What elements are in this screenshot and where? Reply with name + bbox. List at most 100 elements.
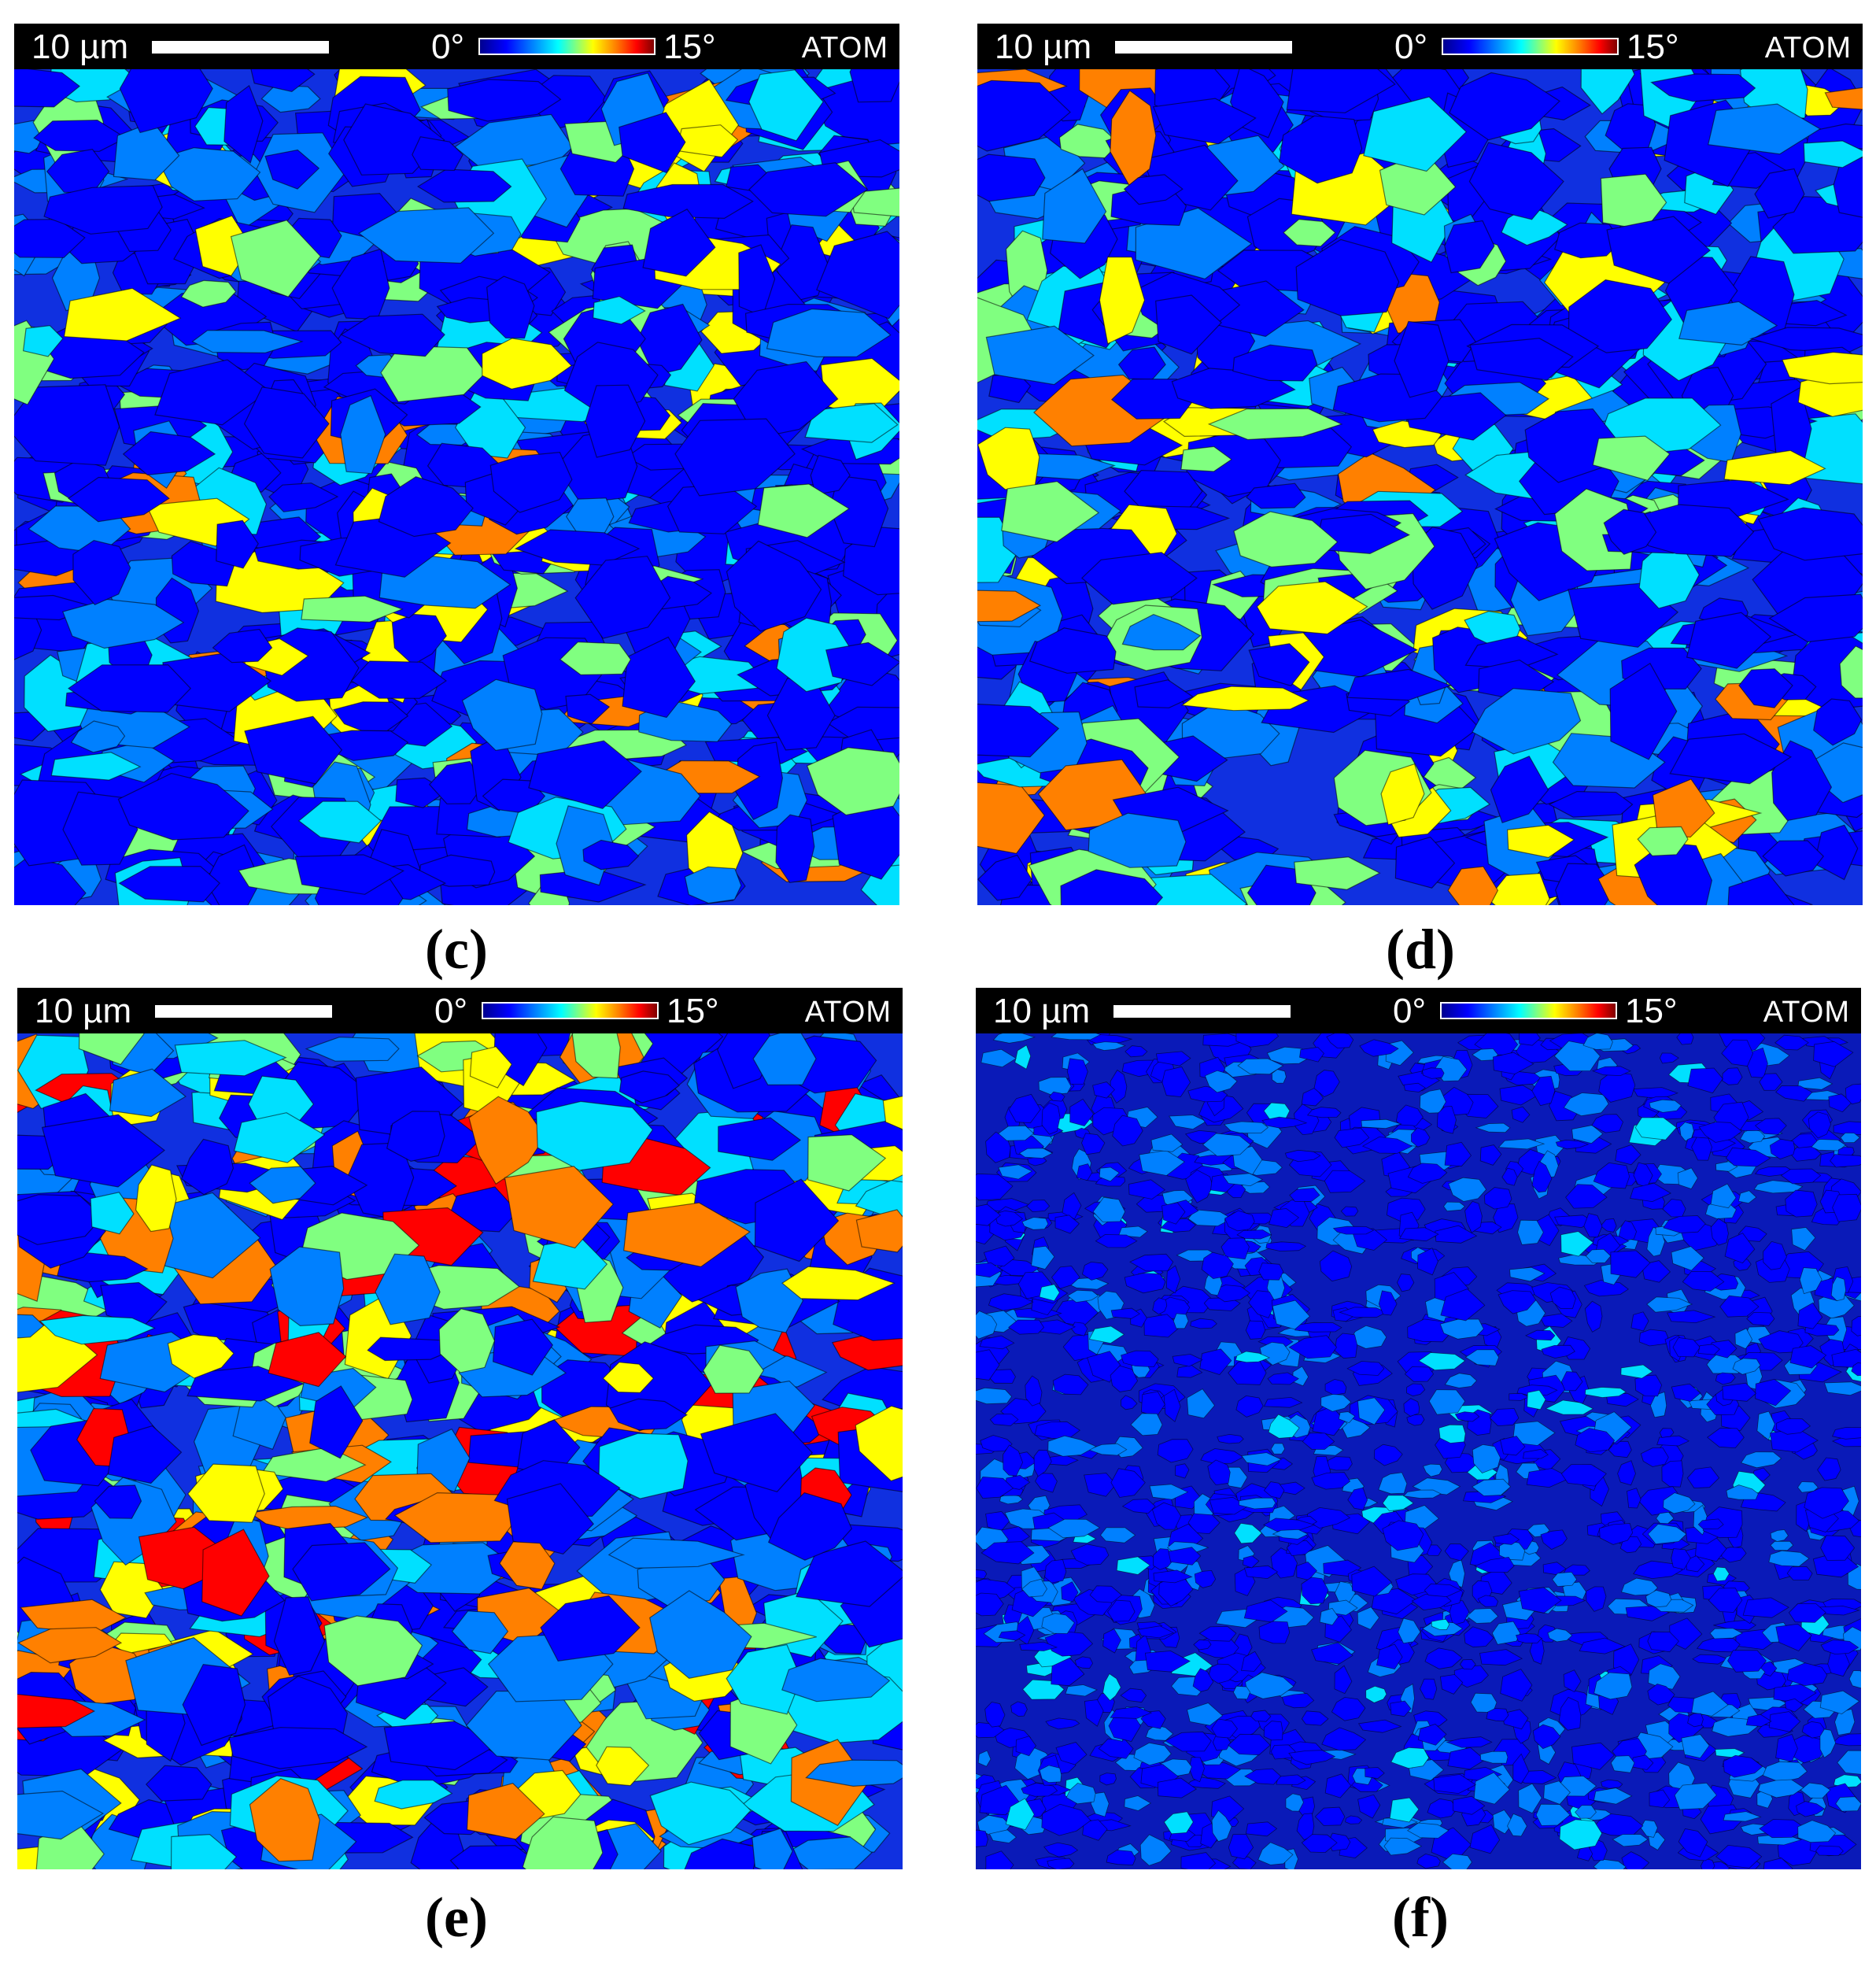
grain <box>1419 1089 1446 1114</box>
grain <box>1444 1141 1472 1167</box>
panel-e: 10 µm 0° 15° ATOM <box>17 988 903 1869</box>
grain <box>1403 1082 1427 1092</box>
grain <box>1107 1599 1136 1622</box>
grain <box>1161 1202 1186 1225</box>
grain <box>78 1033 145 1066</box>
grain <box>980 1435 1013 1452</box>
grain <box>1281 1692 1315 1709</box>
grain <box>1324 1378 1347 1396</box>
grain <box>1599 1523 1634 1545</box>
grain <box>1048 1091 1065 1102</box>
grain <box>1475 1122 1511 1133</box>
grain <box>1347 1487 1368 1510</box>
grain <box>1044 1559 1067 1584</box>
brand-label: ATOM <box>804 996 892 1029</box>
grain <box>1402 1489 1442 1499</box>
grain <box>1472 1048 1499 1062</box>
grain <box>1531 1075 1556 1107</box>
grain <box>1263 1396 1303 1408</box>
grain <box>674 418 796 497</box>
grain <box>1133 1742 1172 1766</box>
grain <box>1286 69 1396 113</box>
grain <box>1472 1478 1512 1496</box>
grain <box>119 69 213 134</box>
grain <box>1135 207 1253 280</box>
grain <box>1686 612 1772 669</box>
grain <box>1775 1623 1812 1651</box>
grain <box>1340 1206 1359 1217</box>
grain <box>1579 1637 1627 1654</box>
grain <box>167 1333 234 1379</box>
grain <box>428 760 485 804</box>
grain <box>1780 1168 1822 1185</box>
grain <box>1110 1365 1139 1392</box>
grain <box>1199 1348 1232 1375</box>
colorbar <box>1442 38 1619 55</box>
grain <box>1272 1299 1310 1330</box>
grain <box>1782 351 1863 385</box>
misorientation-map-e <box>17 1033 903 1869</box>
grain <box>1161 1066 1191 1097</box>
grain <box>1593 1162 1630 1189</box>
grain <box>380 345 486 403</box>
colorbar-max-label: 15° <box>1627 28 1679 66</box>
grain <box>1524 1329 1556 1341</box>
grain <box>1121 1395 1138 1410</box>
grain <box>1406 1822 1449 1839</box>
grain <box>1740 1451 1782 1469</box>
grain <box>1070 1543 1110 1566</box>
grain <box>1324 1170 1366 1193</box>
grain <box>1081 552 1198 605</box>
grain <box>1646 1296 1693 1313</box>
colorbar-min-label: 0° <box>431 28 465 66</box>
grain <box>1803 140 1863 168</box>
grain <box>180 279 237 308</box>
grain <box>1069 1098 1095 1126</box>
grain <box>1606 216 1712 284</box>
grain <box>1444 1543 1469 1562</box>
colorbar-max-label: 15° <box>1625 992 1678 1030</box>
grain <box>1047 1518 1101 1539</box>
grain <box>1659 1428 1675 1438</box>
grain <box>1672 1336 1701 1358</box>
grain <box>1663 1215 1706 1233</box>
grain <box>1416 1853 1441 1869</box>
grain <box>1314 1806 1346 1826</box>
grain <box>1090 1791 1110 1817</box>
grain <box>1250 1710 1272 1722</box>
grain <box>1172 1313 1189 1329</box>
grain <box>94 1484 142 1519</box>
grain <box>1447 1747 1486 1770</box>
grain <box>1512 1421 1556 1446</box>
grain <box>1396 1274 1415 1292</box>
grain <box>807 1134 887 1192</box>
grain <box>294 854 405 895</box>
grain <box>1149 1484 1189 1500</box>
grain <box>979 1784 1020 1816</box>
grain <box>1092 1041 1126 1051</box>
colorbar <box>1440 1002 1617 1019</box>
grain <box>1515 1633 1542 1643</box>
grain <box>976 1173 1014 1201</box>
grain <box>535 1100 654 1171</box>
grain <box>1143 1314 1181 1338</box>
grain <box>1180 1852 1217 1869</box>
grain <box>1745 1713 1772 1727</box>
grain <box>1235 1395 1264 1418</box>
grain <box>1123 174 1184 205</box>
grain <box>1334 1333 1358 1359</box>
grain <box>1065 1782 1096 1805</box>
grain <box>1047 1858 1075 1869</box>
grain <box>1110 1307 1141 1319</box>
grain <box>1361 1136 1413 1154</box>
grain <box>1568 279 1673 353</box>
grain <box>882 1096 903 1130</box>
grain <box>1200 1448 1244 1465</box>
grain <box>1534 1134 1566 1157</box>
caption-e: (e) <box>425 1886 488 1949</box>
grain <box>1041 1803 1091 1836</box>
grain <box>1065 1684 1098 1697</box>
grain <box>1116 1556 1150 1575</box>
grain <box>297 800 382 844</box>
grain <box>1523 1448 1549 1459</box>
